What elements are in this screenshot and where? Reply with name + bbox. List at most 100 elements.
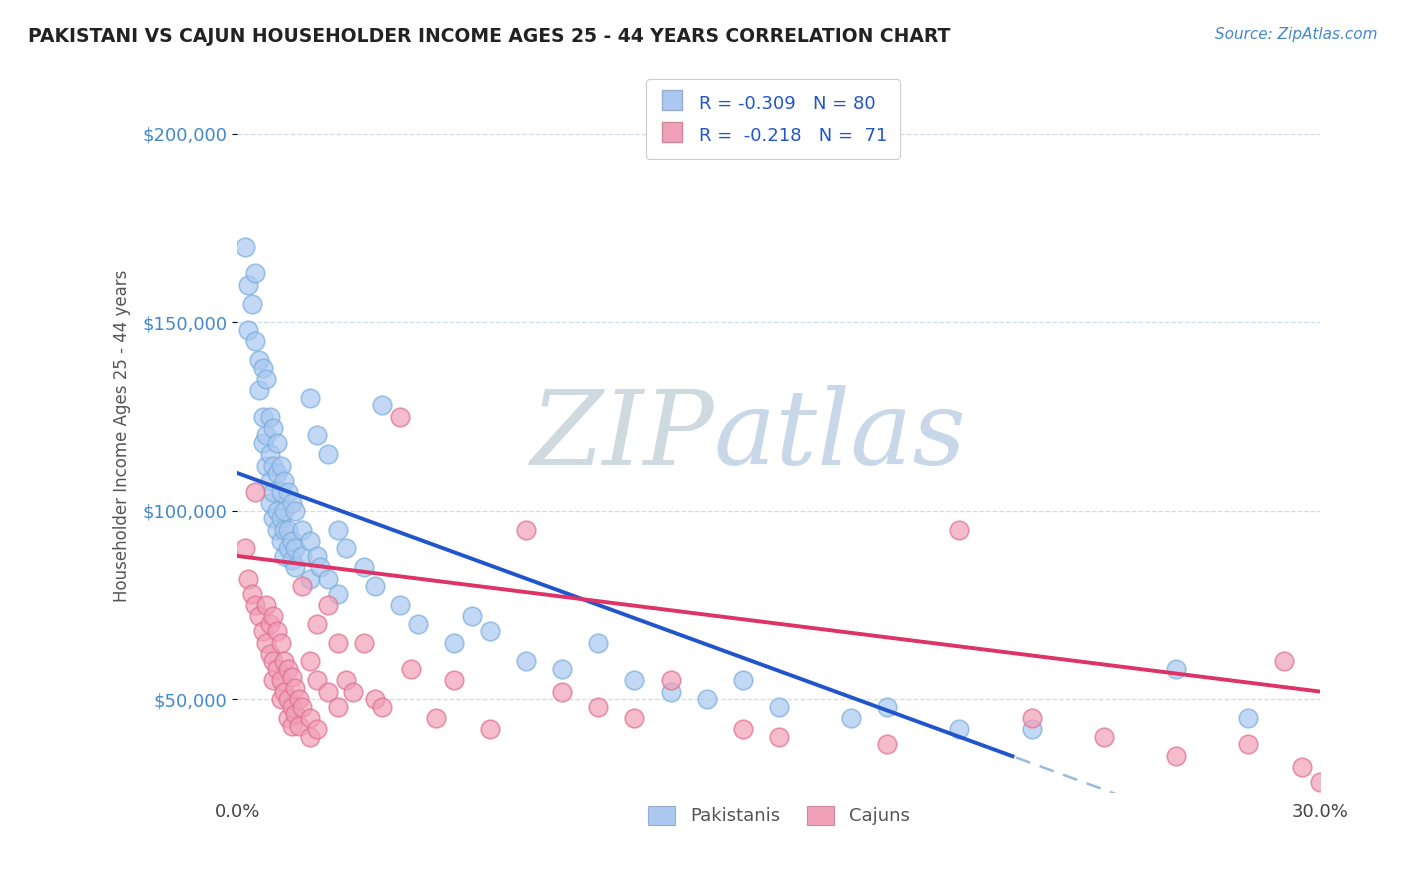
Point bbox=[291, 523, 314, 537]
Point bbox=[245, 484, 267, 499]
Point bbox=[280, 496, 302, 510]
Y-axis label: Householder Income Ages 25 - 44 years: Householder Income Ages 25 - 44 years bbox=[114, 269, 131, 601]
Text: Source: ZipAtlas.com: Source: ZipAtlas.com bbox=[1215, 27, 1378, 42]
Point bbox=[277, 484, 299, 499]
Point bbox=[305, 549, 328, 563]
Point bbox=[305, 616, 328, 631]
Point bbox=[280, 533, 302, 548]
Point bbox=[876, 699, 898, 714]
Point bbox=[298, 391, 321, 405]
Point bbox=[263, 655, 285, 669]
Point bbox=[263, 609, 285, 624]
Point bbox=[273, 474, 295, 488]
Point bbox=[277, 711, 299, 725]
Point bbox=[252, 624, 274, 639]
Point bbox=[515, 523, 537, 537]
Point bbox=[254, 635, 277, 649]
Point bbox=[259, 409, 281, 424]
Point bbox=[270, 533, 292, 548]
Text: atlas: atlas bbox=[714, 384, 967, 486]
Point bbox=[259, 496, 281, 510]
Point bbox=[291, 699, 314, 714]
Point bbox=[263, 511, 285, 525]
Point bbox=[284, 681, 307, 695]
Point bbox=[316, 572, 339, 586]
Point bbox=[259, 647, 281, 661]
Point bbox=[270, 673, 292, 688]
Point bbox=[443, 635, 465, 649]
Point bbox=[305, 723, 328, 737]
Point bbox=[551, 684, 574, 698]
Point bbox=[291, 579, 314, 593]
Point bbox=[316, 684, 339, 698]
Point bbox=[298, 533, 321, 548]
Point bbox=[839, 711, 862, 725]
Point bbox=[245, 266, 267, 280]
Point bbox=[252, 360, 274, 375]
Point bbox=[270, 458, 292, 473]
Point bbox=[273, 504, 295, 518]
Point bbox=[266, 504, 288, 518]
Point bbox=[270, 484, 292, 499]
Point bbox=[623, 711, 645, 725]
Point bbox=[233, 240, 256, 254]
Point bbox=[263, 421, 285, 435]
Point bbox=[328, 523, 350, 537]
Point bbox=[280, 669, 302, 683]
Point bbox=[254, 598, 277, 612]
Point bbox=[461, 609, 484, 624]
Point bbox=[284, 541, 307, 556]
Point bbox=[273, 523, 295, 537]
Legend: Pakistanis, Cajuns: Pakistanis, Cajuns bbox=[640, 797, 918, 834]
Point bbox=[277, 692, 299, 706]
Point bbox=[247, 609, 270, 624]
Point bbox=[280, 718, 302, 732]
Point bbox=[371, 699, 394, 714]
Point bbox=[363, 579, 385, 593]
Point bbox=[277, 541, 299, 556]
Point bbox=[342, 684, 364, 698]
Point bbox=[588, 699, 610, 714]
Point bbox=[259, 616, 281, 631]
Point bbox=[233, 541, 256, 556]
Point bbox=[280, 699, 302, 714]
Point bbox=[443, 673, 465, 688]
Point bbox=[254, 458, 277, 473]
Point bbox=[1164, 748, 1187, 763]
Text: PAKISTANI VS CAJUN HOUSEHOLDER INCOME AGES 25 - 44 YEARS CORRELATION CHART: PAKISTANI VS CAJUN HOUSEHOLDER INCOME AG… bbox=[28, 27, 950, 45]
Point bbox=[1237, 737, 1260, 751]
Point bbox=[1164, 662, 1187, 676]
Point bbox=[284, 707, 307, 722]
Point bbox=[247, 353, 270, 368]
Point bbox=[298, 572, 321, 586]
Point bbox=[298, 730, 321, 744]
Point bbox=[266, 436, 288, 450]
Point bbox=[270, 635, 292, 649]
Point bbox=[245, 334, 267, 349]
Point bbox=[731, 673, 754, 688]
Point bbox=[252, 436, 274, 450]
Point bbox=[479, 723, 502, 737]
Point bbox=[328, 635, 350, 649]
Point bbox=[305, 673, 328, 688]
Point bbox=[328, 699, 350, 714]
Point bbox=[948, 523, 970, 537]
Point bbox=[515, 655, 537, 669]
Point bbox=[287, 692, 309, 706]
Point bbox=[363, 692, 385, 706]
Point bbox=[659, 673, 682, 688]
Point bbox=[270, 692, 292, 706]
Point bbox=[266, 466, 288, 480]
Text: ZIP: ZIP bbox=[530, 384, 714, 486]
Point bbox=[263, 458, 285, 473]
Point bbox=[623, 673, 645, 688]
Point bbox=[406, 616, 429, 631]
Point bbox=[284, 560, 307, 574]
Point bbox=[259, 447, 281, 461]
Point bbox=[238, 277, 260, 292]
Point bbox=[328, 587, 350, 601]
Point bbox=[254, 372, 277, 386]
Point bbox=[588, 635, 610, 649]
Point bbox=[252, 409, 274, 424]
Point bbox=[266, 624, 288, 639]
